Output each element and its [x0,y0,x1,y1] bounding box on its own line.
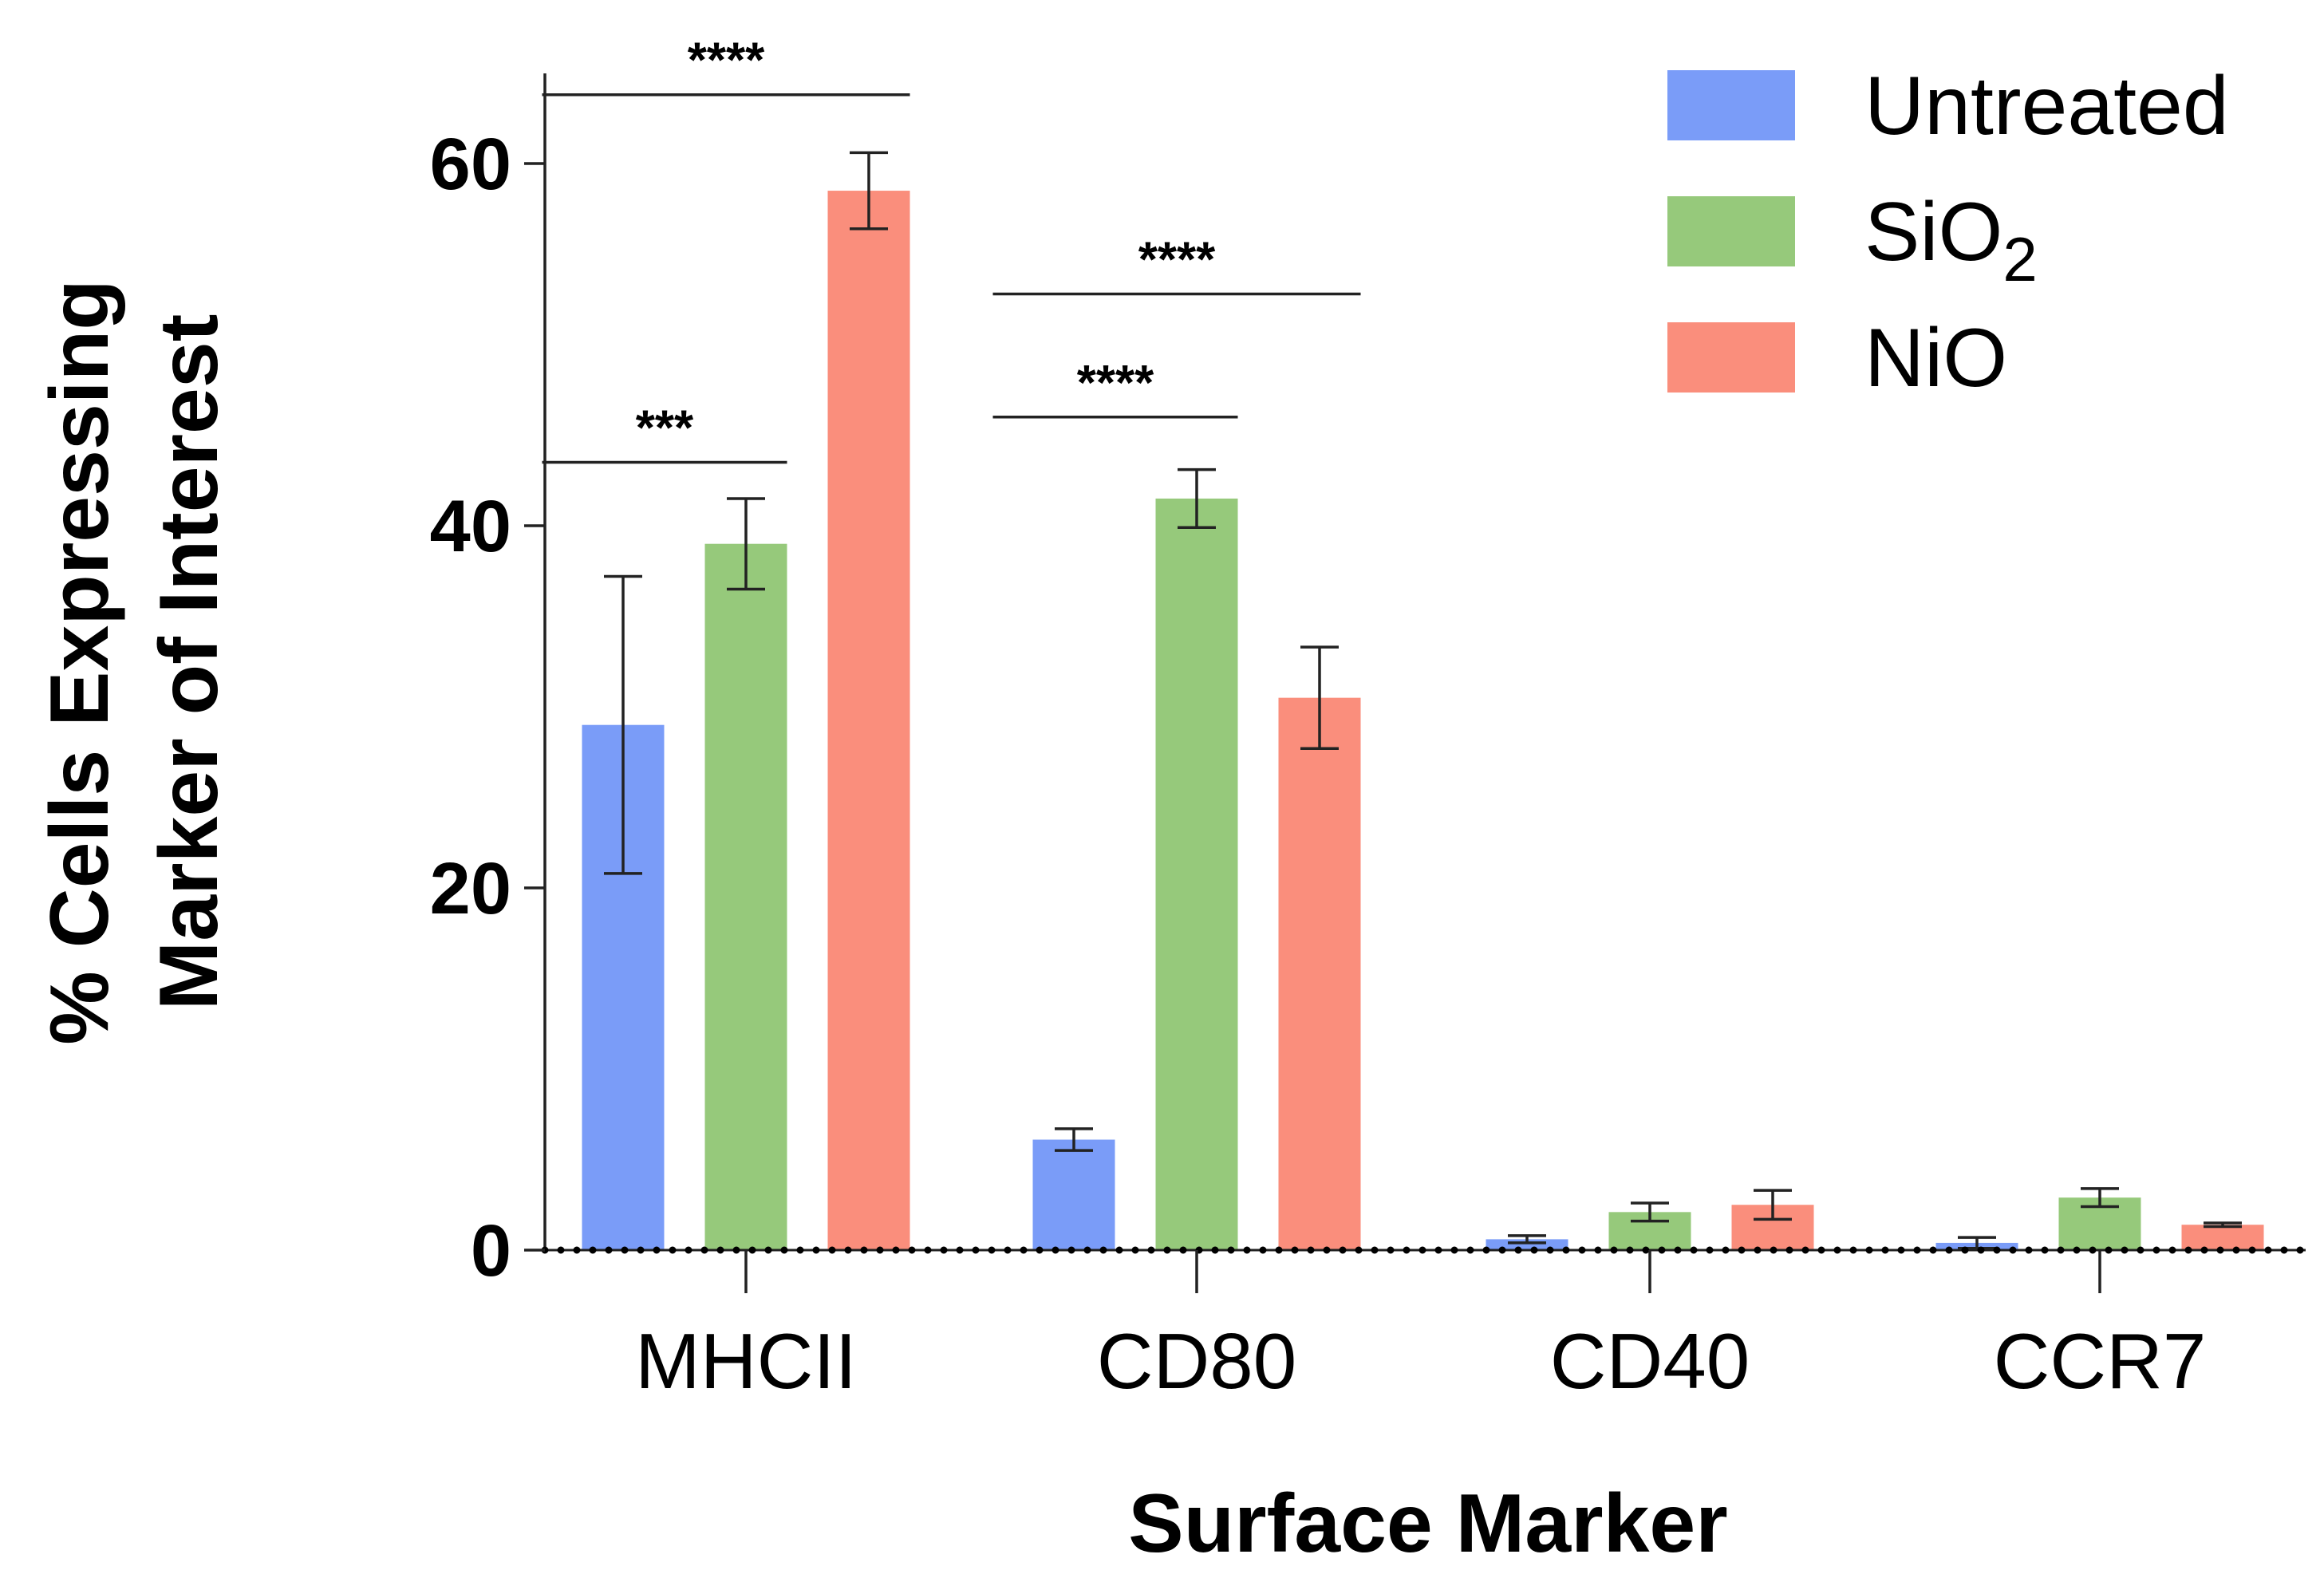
legend-label: NiO [1864,312,2007,404]
significance-stars: **** [1138,232,1216,287]
significance-stars: **** [1077,356,1154,411]
x-category-label-cd80: CD80 [1097,1317,1297,1405]
bar-ccr7-nio [2181,1225,2264,1250]
legend-item-sio2: SiO2 [1667,186,2038,294]
y-tick-label-0: 0 [471,1210,511,1292]
error-bar-ccr7-sio2 [2081,1187,2119,1209]
legend-swatch [1667,322,1795,393]
legend-label-subscript: 2 [2002,224,2037,294]
y-tick-label-40: 40 [430,486,511,567]
y-axis-title-line1: % Cells Expressing [34,279,126,1045]
error-bar-cd40-sio2 [1631,1201,1669,1223]
error-bar-cd80-nio [1300,645,1339,750]
bar-cd40-untreated [1486,1239,1568,1250]
significance-cd80-2: **** [992,356,1238,419]
error-bar-ccr7-nio [2204,1221,2242,1229]
x-category-label-mhcii: MHCII [635,1317,857,1405]
legend-item-nio: NiO [1667,312,2007,404]
significance-stars: *** [636,401,694,456]
significance-mhcii-1: **** [542,34,910,97]
bar-cd80-nio [1278,697,1361,1250]
bar-mhcii-nio [827,191,910,1250]
bar-cd80-untreated [1032,1139,1115,1250]
error-bar-mhcii-sio2 [727,497,765,591]
y-axis-title-line2: Marker of Interest [143,314,235,1011]
x-axis-title: Surface Marker [1128,1477,1728,1570]
legend-item-untreated: Untreated [1667,60,2229,152]
legend-label: SiO2 [1864,186,2038,294]
error-bar-cd40-nio [1754,1189,1792,1221]
significance-cd80-3: **** [992,232,1361,296]
significance-group: *************** [542,34,1361,464]
error-bar-mhcii-untreated [604,574,642,875]
error-bar-cd80-untreated [1055,1127,1093,1152]
error-bar-cd40-untreated [1508,1234,1546,1245]
bar-cd80-sio2 [1155,498,1238,1250]
y-tick-label-20: 20 [430,848,511,929]
x-category-label-ccr7: CCR7 [1994,1317,2207,1405]
bar-mhcii-sio2 [704,543,787,1250]
legend: Untreated SiO2 NiO [1667,60,2229,404]
y-tick-label-60: 60 [430,124,511,205]
legend-label: Untreated [1864,60,2229,152]
bars-group [582,151,2264,1250]
significance-stars: **** [688,34,765,89]
x-category-label-cd40: CD40 [1550,1317,1750,1405]
error-bar-cd80-sio2 [1178,467,1216,530]
legend-swatch [1667,70,1795,140]
axes-group: 0 20 40 60 MHCII CD80 CD40 CCR7 [430,73,2310,1405]
error-bar-mhcii-nio [850,151,888,231]
legend-swatch [1667,196,1795,266]
significance-mhcii-0: *** [542,401,787,464]
